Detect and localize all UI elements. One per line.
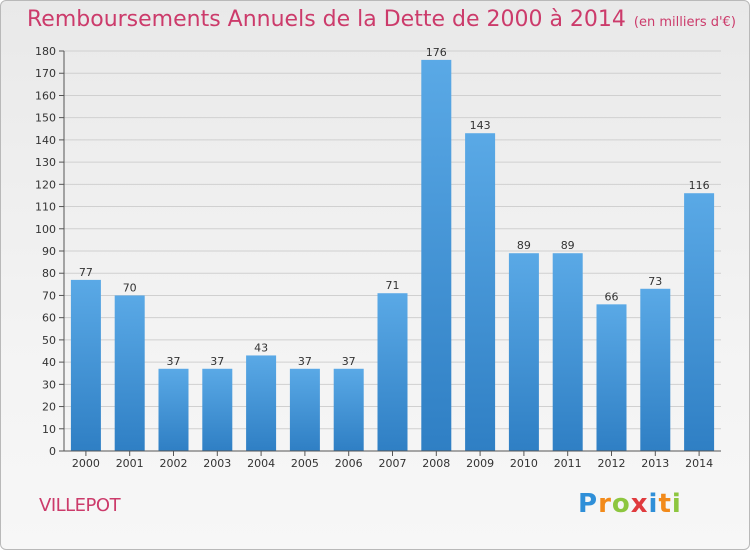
x-tick-label: 2007 bbox=[379, 457, 407, 470]
y-tick-label: 160 bbox=[35, 89, 56, 102]
bar-value-label: 89 bbox=[517, 239, 531, 252]
x-tick-label: 2009 bbox=[466, 457, 494, 470]
bar bbox=[596, 304, 627, 451]
bar-value-label: 116 bbox=[689, 179, 710, 192]
logo-letter: x bbox=[630, 489, 649, 519]
logo-letter: P bbox=[578, 489, 599, 519]
x-tick-label: 2000 bbox=[72, 457, 100, 470]
logo-letter: i bbox=[648, 489, 659, 519]
y-tick-label: 40 bbox=[42, 356, 56, 369]
bar bbox=[684, 193, 715, 451]
logo-letter: o bbox=[611, 489, 631, 519]
bar bbox=[158, 368, 189, 451]
bar bbox=[246, 355, 277, 451]
proxiti-logo: Proxiti bbox=[578, 489, 682, 519]
x-tick-label: 2010 bbox=[510, 457, 538, 470]
y-tick-label: 140 bbox=[35, 134, 56, 147]
bar-value-label: 37 bbox=[210, 355, 224, 368]
bar-value-label: 143 bbox=[470, 119, 491, 132]
bar-value-label: 37 bbox=[298, 355, 312, 368]
x-tick-label: 2001 bbox=[116, 457, 144, 470]
logo-letter: i bbox=[671, 489, 682, 519]
bar bbox=[552, 253, 583, 451]
bar bbox=[289, 368, 320, 451]
bar-value-label: 89 bbox=[561, 239, 575, 252]
x-tick-label: 2005 bbox=[291, 457, 319, 470]
bar bbox=[202, 368, 233, 451]
y-tick-label: 120 bbox=[35, 178, 56, 191]
x-tick-label: 2014 bbox=[685, 457, 713, 470]
bar bbox=[465, 133, 496, 451]
x-tick-label: 2004 bbox=[247, 457, 275, 470]
chart-unit: (en milliers d'€) bbox=[633, 15, 736, 30]
town-name: VILLEPOT bbox=[39, 495, 121, 516]
bar-value-label: 66 bbox=[605, 290, 619, 303]
bar bbox=[421, 59, 452, 452]
x-tick-label: 2002 bbox=[160, 457, 188, 470]
chart-title: Remboursements Annuels de la Dette de 20… bbox=[27, 7, 736, 32]
y-tick-label: 30 bbox=[42, 378, 56, 391]
bar bbox=[377, 293, 408, 451]
bar-value-label: 70 bbox=[123, 281, 137, 294]
y-tick-label: 180 bbox=[35, 45, 56, 58]
y-tick-label: 0 bbox=[49, 445, 56, 458]
bar bbox=[333, 368, 364, 451]
y-tick-label: 100 bbox=[35, 223, 56, 236]
x-tick-label: 2006 bbox=[335, 457, 363, 470]
y-tick-label: 20 bbox=[42, 401, 56, 414]
bar bbox=[640, 288, 671, 451]
y-tick-label: 50 bbox=[42, 334, 56, 347]
logo-letter: r bbox=[598, 489, 612, 519]
x-tick-label: 2011 bbox=[554, 457, 582, 470]
y-tick-label: 90 bbox=[42, 245, 56, 258]
logo-letter: t bbox=[658, 489, 672, 519]
y-tick-label: 150 bbox=[35, 112, 56, 125]
y-tick-label: 110 bbox=[35, 201, 56, 214]
x-tick-label: 2012 bbox=[598, 457, 626, 470]
bar-value-label: 77 bbox=[79, 266, 93, 279]
x-tick-label: 2008 bbox=[422, 457, 450, 470]
bar-value-label: 176 bbox=[426, 46, 447, 59]
bar bbox=[508, 253, 539, 451]
bar-value-label: 43 bbox=[254, 341, 268, 354]
bar bbox=[70, 279, 101, 451]
y-tick-label: 80 bbox=[42, 267, 56, 280]
y-tick-label: 70 bbox=[42, 289, 56, 302]
bar-value-label: 73 bbox=[648, 275, 662, 288]
y-tick-label: 130 bbox=[35, 156, 56, 169]
bar bbox=[114, 295, 145, 451]
y-tick-label: 60 bbox=[42, 312, 56, 325]
x-tick-label: 2003 bbox=[203, 457, 231, 470]
bar-value-label: 71 bbox=[386, 279, 400, 292]
y-tick-label: 170 bbox=[35, 67, 56, 80]
y-tick-label: 10 bbox=[42, 423, 56, 436]
bar-value-label: 37 bbox=[342, 355, 356, 368]
chart-title-text: Remboursements Annuels de la Dette de 20… bbox=[27, 7, 626, 32]
x-tick-label: 2013 bbox=[641, 457, 669, 470]
bar-value-label: 37 bbox=[167, 355, 181, 368]
